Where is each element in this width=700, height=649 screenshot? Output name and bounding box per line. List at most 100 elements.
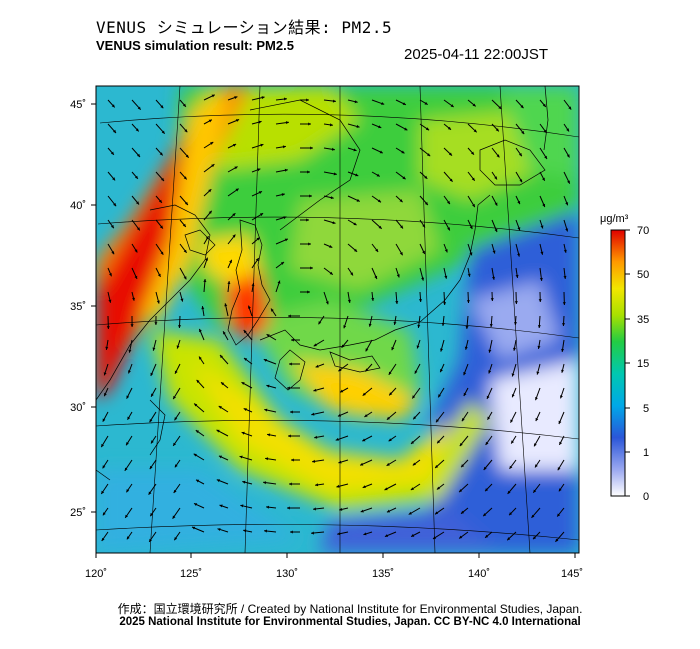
wind-arrow-head [229,259,232,263]
wind-arrow-head [514,301,518,304]
wind-arrow-head [174,417,178,421]
wind-arrow-head [331,147,335,151]
wind-arrow-head [208,189,212,193]
wind-arrow-head [242,480,246,484]
wind-arrow-head [566,154,570,158]
wind-arrow-head [288,314,291,318]
lon-tick-label: 145˚ [561,568,583,580]
wind-arrow-head [160,105,164,109]
wind-arrow-head [219,504,223,508]
wind-arrow-head [562,302,566,305]
wind-arrow-head [537,325,541,328]
wind-arrow-head [151,440,154,444]
wind-arrow-head [258,120,262,124]
map-title-japanese: VENUS シミュレーション結果: PM2.5 [96,18,393,37]
wind-arrow-head [437,440,441,444]
wind-arrow-head [127,416,131,420]
wind-arrow-head [414,370,418,374]
wind-arrow-head [565,228,569,232]
wind-arrow-head [234,166,238,170]
wind-arrow-head [379,150,383,154]
wind-arrow-head [332,221,336,225]
wind-arrow-head [113,203,117,207]
wind-arrow-head [260,213,264,217]
wind-arrow-head [110,151,114,155]
wind-arrow-head [180,298,184,302]
hokkaido-coast [479,139,546,186]
wind-arrow-head [363,532,367,536]
wind-arrow-head [542,203,546,207]
colorbar-tick-label: 35 [637,314,649,326]
wind-arrow-head [568,106,572,110]
wind-arrow-head [486,395,490,399]
colorbar-tick-label: 0 [643,491,649,503]
wind-arrow-head [309,194,312,198]
wind-arrow-head [396,274,400,278]
wind-arrow-head [517,253,520,257]
wind-arrow-head [354,100,358,104]
wind-arrow-head [318,321,322,325]
wind-arrow-head [337,532,341,536]
wind-arrow-head [416,345,420,349]
wind-arrow-head [160,251,164,255]
wind-arrow-head [459,443,463,447]
wind-arrow-head [362,485,366,488]
wind-arrow-head [433,536,437,539]
wind-arrow-head [461,464,465,468]
wind-arrow-head [535,464,538,468]
forecast-timestamp: 2025-04-11 22:00JST [404,46,548,63]
wind-arrow-head [257,168,261,172]
wind-arrow-head [199,328,202,333]
wind-arrow-head [313,507,316,511]
wind-arrow-head [205,257,208,261]
wind-arrow-head [515,274,519,278]
lat-tick-label: 45˚ [70,99,86,111]
wind-arrow-head [105,346,109,350]
credit-line: 作成：国立環境研究所 / Created by National Institu… [117,602,583,616]
wind-arrow-head [218,406,222,409]
wind-arrow-head [412,395,416,399]
wind-arrow-head [444,249,448,253]
wind-arrow-head [315,483,319,487]
wind-arrow-head [280,262,284,265]
wind-arrow-head [388,438,392,442]
coastlines [96,86,549,481]
wind-arrow-head [174,464,178,468]
wind-arrow-head [199,356,202,360]
license-line: 2025 National Institute for Environmenta… [119,616,581,628]
wind-arrow-head [329,123,333,127]
wind-arrow-head [178,325,182,328]
wind-arrow-head [558,488,562,492]
wind-arrow-head [291,458,294,462]
wind-arrow-head [248,305,251,309]
wind-arrow-head [172,515,176,519]
wind-arrow-head [567,180,570,184]
colorbar-tick-label: 70 [637,225,649,237]
wind-arrow-head [264,408,268,412]
wind-arrow-head [490,298,494,301]
wind-arrow-head [411,440,415,444]
lat-tick-label: 30˚ [70,402,86,414]
wind-arrow-head [333,172,337,176]
wind-arrow-head [511,440,514,444]
wind-arrow-head [495,128,499,132]
wind-arrow-head [135,128,139,132]
wind-arrow-head [308,122,311,126]
wind-arrow-head [410,487,414,490]
wind-arrow-head [183,276,187,280]
wind-arrow-head [336,484,340,488]
wind-arrow-head [255,258,259,262]
wind-arrow-head [261,96,265,100]
wind-arrow-head [158,199,162,203]
wind-arrow-head [290,530,293,534]
wind-arrow-head [540,251,544,255]
wind-arrow-head [239,455,243,459]
wind-arrow-head [427,153,431,157]
wind-arrow-head [365,368,369,372]
wind-arrow-head [329,245,333,248]
wind-arrow-head [287,506,290,510]
wind-arrow-head [184,129,188,133]
wind-arrow-head [362,392,366,396]
wind-arrow-head [566,128,569,132]
wind-arrow-head [561,348,565,352]
